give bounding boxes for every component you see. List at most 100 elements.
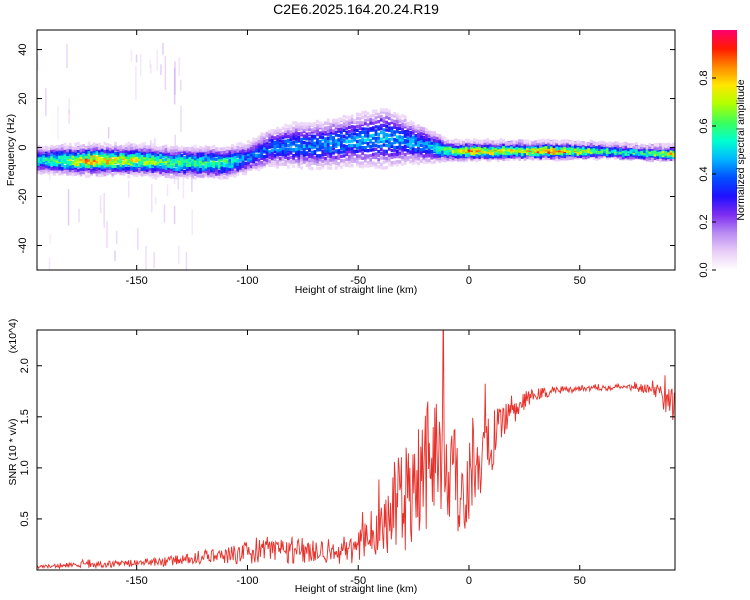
spectrogram-cell [308, 159, 311, 163]
spectrogram-cell [337, 161, 341, 166]
spectrogram-cell [292, 154, 295, 158]
spectrogram-cell [244, 171, 248, 176]
spectrogram-cell [132, 145, 136, 150]
spectrogram-cell [177, 172, 181, 177]
spectrogram-cell [348, 157, 351, 161]
spectrogram-cell [398, 130, 402, 135]
spectrogram-cell [648, 147, 652, 151]
spectrogram-cell [63, 169, 67, 174]
spectrogram-cell [318, 144, 322, 149]
spectrogram-cell [169, 146, 173, 150]
spectrogram-cell [220, 147, 224, 151]
spectrogram-cell [252, 162, 256, 166]
snr-frame [36, 329, 676, 571]
snr-x-ticks: -150 -100 -50 0 50 [126, 330, 586, 587]
spectrogram-cell [409, 120, 412, 124]
spectrogram-cell [212, 170, 216, 174]
spectrogram-cell [667, 154, 670, 158]
spectrogram-cell [164, 157, 168, 161]
spectrogram-cell [499, 149, 503, 153]
spectrogram-cell [582, 141, 585, 145]
spectrogram-cell [297, 153, 301, 157]
spectrogram-cell [161, 154, 165, 158]
spectrogram-cell [45, 164, 48, 168]
spectrogram-cell [571, 142, 575, 146]
spectrogram-cell [664, 146, 668, 150]
spectrogram-cell [507, 151, 511, 156]
spectrogram-cell [473, 151, 476, 155]
spectrogram-cell [584, 155, 588, 159]
spectrogram-cell [159, 153, 163, 157]
spectrogram-cell [289, 124, 293, 128]
spectrogram-cell [183, 156, 186, 160]
spectrogram-cell [278, 152, 282, 157]
spectrogram-cell [270, 129, 274, 133]
spectrogram-cell [619, 151, 622, 155]
spectrogram-cell [377, 165, 381, 169]
spectrogram-cell [369, 134, 373, 138]
spectrogram-cell [76, 168, 80, 172]
spectrogram-cell [342, 163, 346, 167]
spectrogram-cell [300, 166, 303, 170]
spectrogram-cell [228, 146, 232, 150]
spectrogram-cell [640, 143, 644, 148]
spectrogram-cell [98, 146, 101, 150]
spectrogram-cell [260, 143, 264, 147]
spectrogram-cell [348, 139, 351, 143]
spectrogram-cell [87, 144, 91, 148]
spectrogram-cell [600, 145, 604, 150]
spectrogram-cell [127, 141, 131, 146]
spectrogram-cell [488, 156, 492, 160]
snr-y-label: SNR (10 * v/v) [7, 418, 19, 485]
spectrogram-cell [300, 155, 303, 159]
spectrogram-cell [395, 163, 399, 167]
spectrogram-cell [563, 142, 567, 146]
spectrogram-cell [263, 162, 266, 166]
spectrogram-cell [430, 133, 434, 137]
spectrogram-cell [52, 170, 56, 174]
spectrogram-cell [475, 139, 479, 143]
noise-streak [137, 227, 139, 250]
spectrogram-cell [193, 176, 197, 180]
spectrogram-cell [71, 148, 75, 152]
spectrogram-cell [390, 153, 394, 157]
spectrogram-cell [257, 148, 261, 153]
spectrogram-cell [414, 141, 418, 145]
spectrogram-cell [185, 163, 189, 168]
spectrogram-cell [422, 149, 426, 153]
spectrogram-cell [127, 159, 131, 163]
spectrogram-cell [294, 134, 298, 138]
spectrogram-cell [300, 141, 303, 145]
spectrogram-cell [425, 130, 428, 134]
spectrogram-cell [536, 142, 540, 146]
spectrogram-cell [217, 175, 221, 180]
spectrogram-cell [302, 144, 306, 149]
spectrogram-cell [289, 130, 293, 134]
spectrogram-cell [199, 146, 202, 150]
spectrogram-cell [209, 173, 213, 178]
spectrogram-cell [95, 155, 99, 160]
spectrogram-cell [334, 126, 338, 130]
spectrogram-cell [42, 146, 46, 150]
spectrogram-cell [185, 146, 189, 151]
spectrogram-cell [215, 174, 218, 178]
spectrogram-cell [417, 137, 420, 142]
spectrogram-cell [130, 171, 133, 175]
spectrogram-cell [225, 149, 229, 153]
spectrogram-cell [223, 175, 226, 180]
spectrogram-cell [348, 121, 351, 126]
spectrogram-cell [494, 139, 497, 144]
spectrogram-cell [146, 168, 149, 172]
spectrogram-cell [342, 125, 346, 129]
spectrogram-cell [550, 141, 553, 145]
spectrogram-cell [395, 135, 399, 139]
spectrogram-cell [475, 141, 479, 145]
spectrogram-cell [286, 147, 290, 152]
spectrogram-cell [154, 146, 157, 150]
spectrogram-cell [135, 145, 139, 149]
spectrogram-cell [669, 151, 673, 155]
spectrogram-cell [414, 139, 418, 143]
spectrogram-cell [273, 164, 277, 168]
spectrogram-cell [364, 121, 367, 126]
spectrogram-cell [377, 132, 381, 137]
